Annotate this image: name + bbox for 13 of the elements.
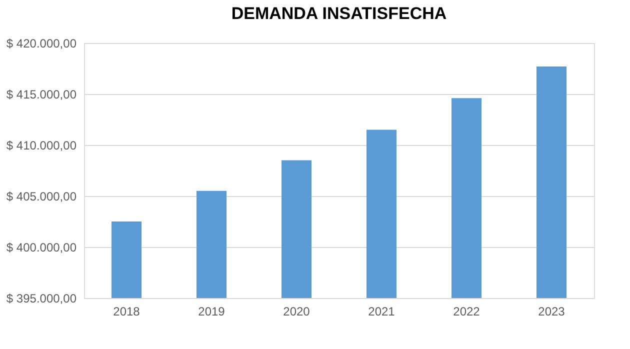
x-tick-label: 2022 — [453, 304, 480, 318]
y-tick-label: $ 415.000,00 — [6, 88, 77, 102]
x-tick-label: 2019 — [198, 304, 226, 318]
x-tick-label: 2020 — [283, 304, 310, 318]
y-tick-label: $ 405.000,00 — [6, 190, 77, 204]
x-tick-label: 2023 — [538, 304, 566, 318]
x-tick-label: 2018 — [113, 304, 140, 318]
y-tick-label: $ 420.000,00 — [6, 36, 77, 50]
x-tick-label: 2021 — [368, 304, 396, 318]
y-tick-label: $ 395.000,00 — [6, 292, 77, 306]
y-tick-label: $ 400.000,00 — [6, 240, 77, 254]
chart-title: DEMANDA INSATISFECHA — [231, 4, 447, 23]
y-tick-label: $ 410.000,00 — [6, 138, 77, 152]
